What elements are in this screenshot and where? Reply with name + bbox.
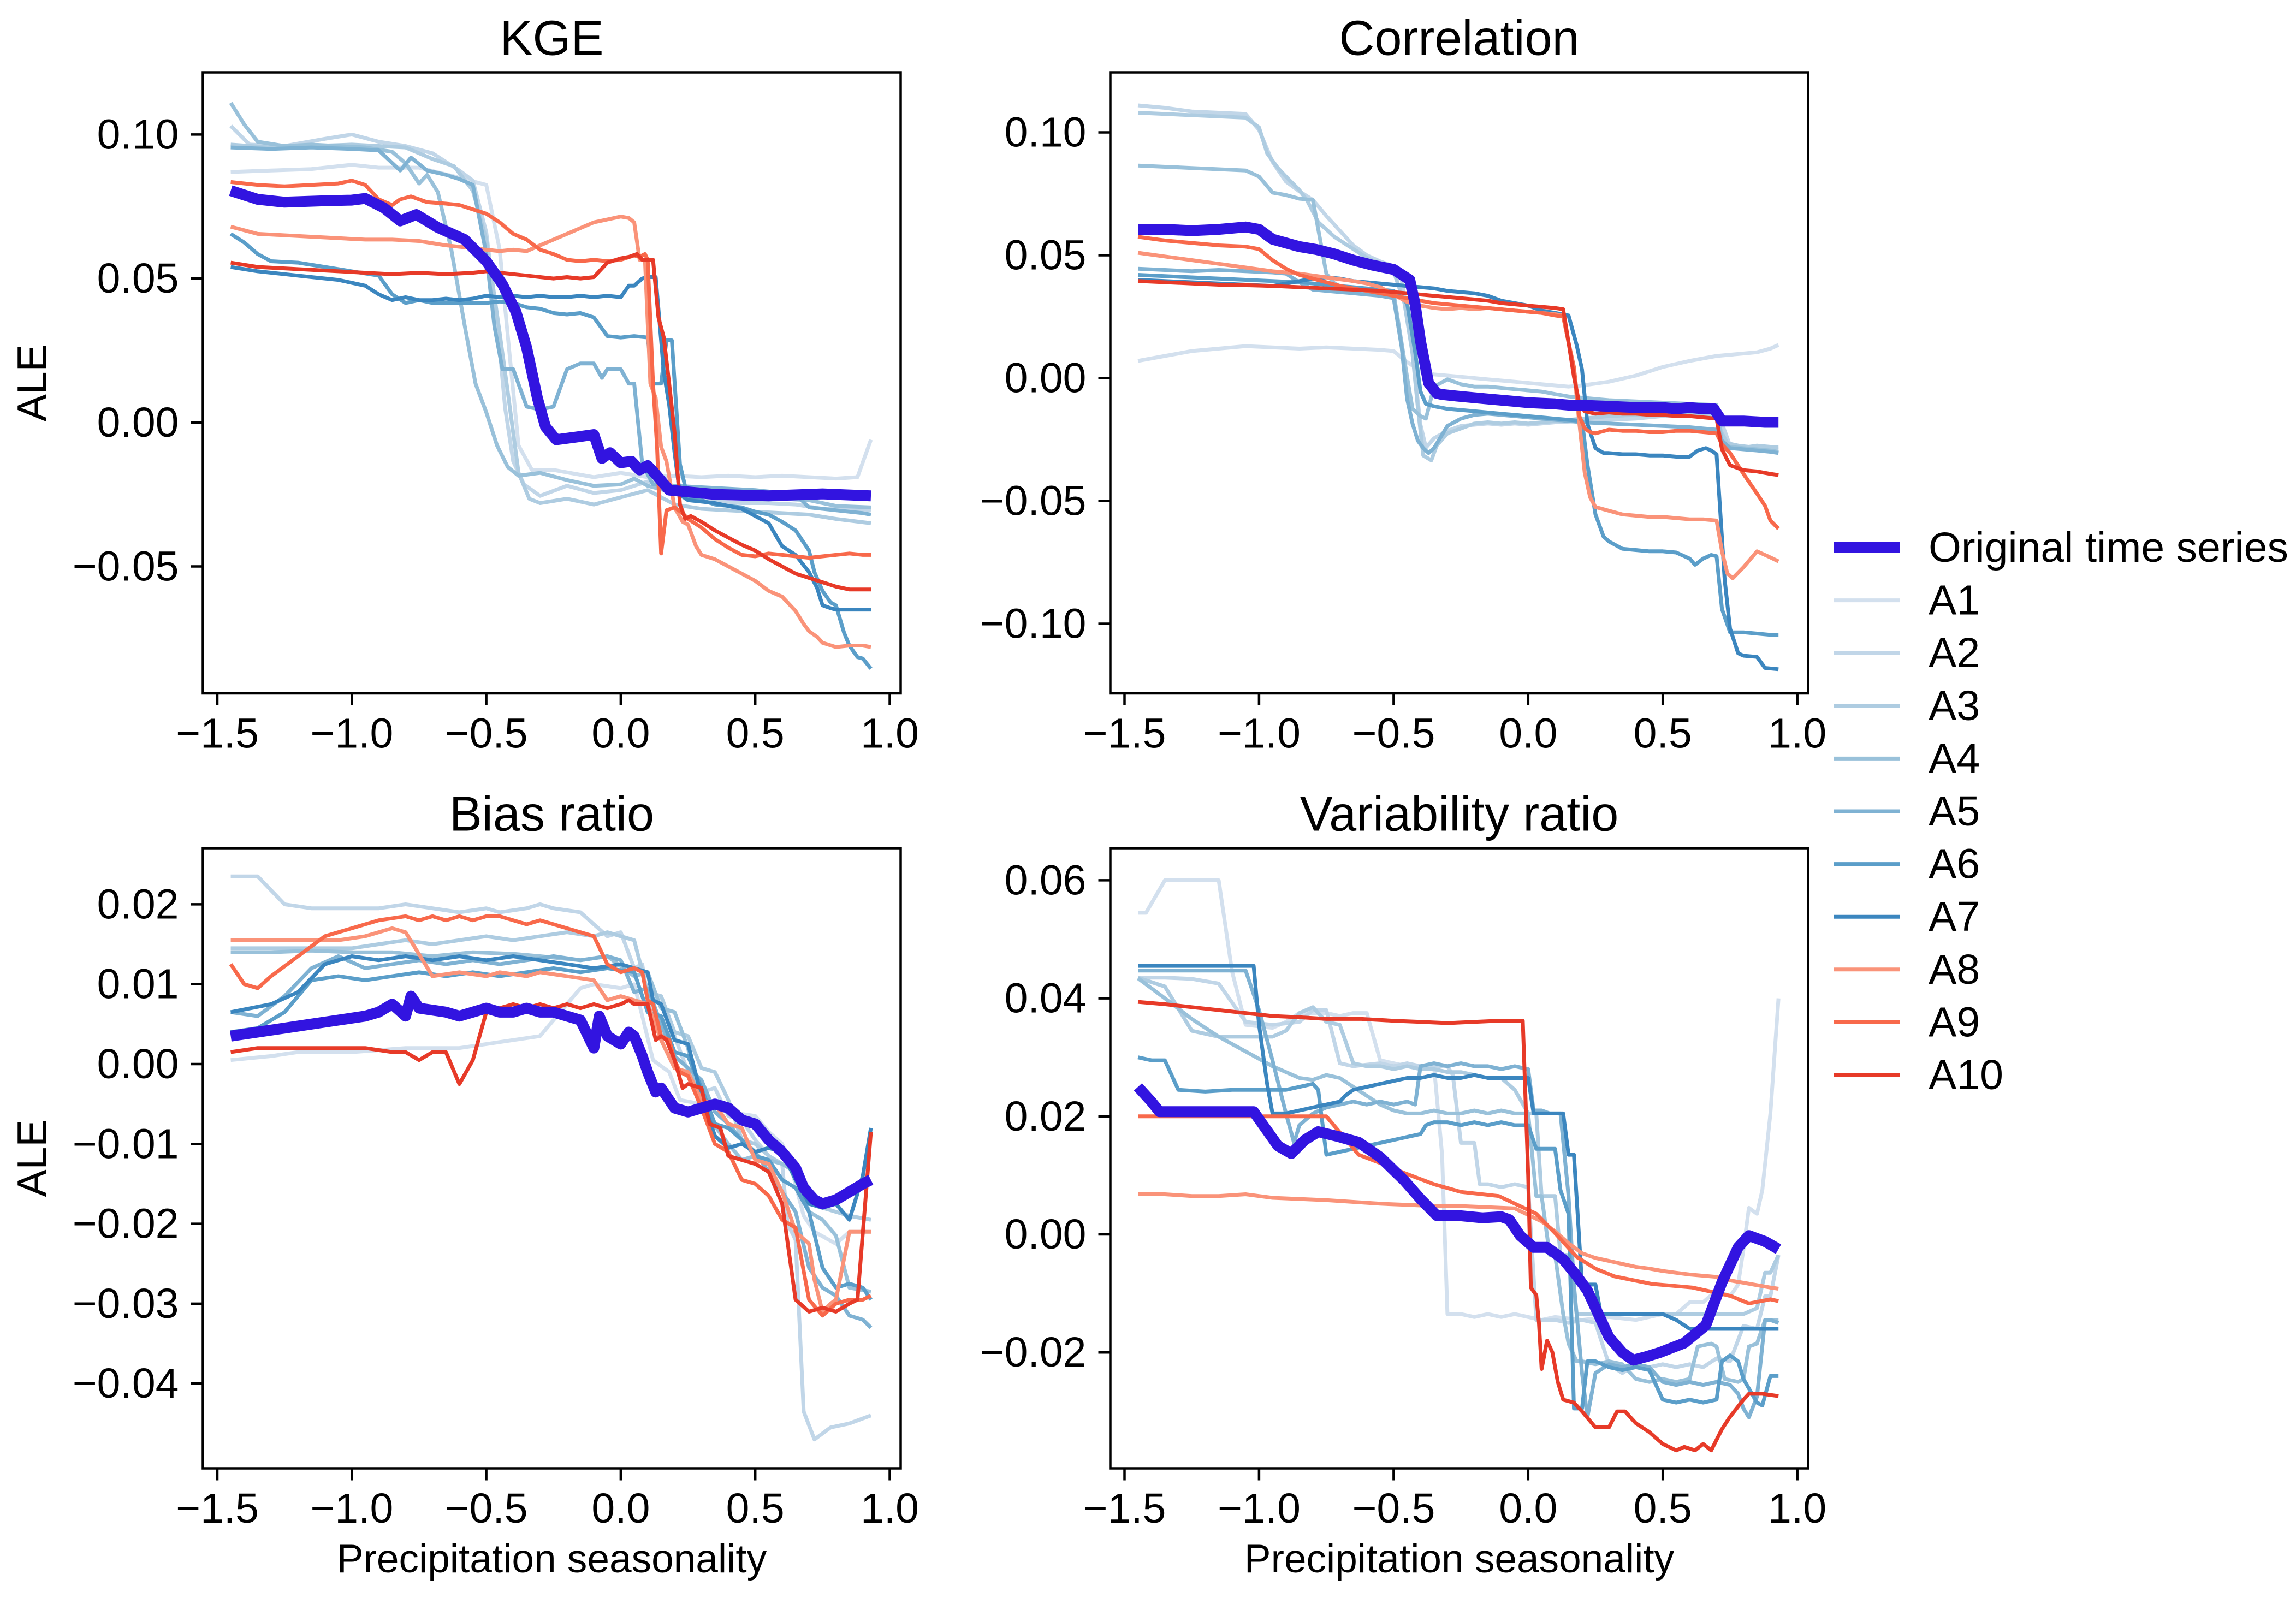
svg-text:−0.02: −0.02 [73, 1201, 179, 1247]
svg-text:0.5: 0.5 [1634, 1485, 1692, 1532]
svg-text:A5: A5 [1929, 788, 1980, 835]
svg-text:−1.0: −1.0 [1218, 1485, 1301, 1532]
svg-text:0.5: 0.5 [726, 1485, 785, 1532]
svg-text:ALE: ALE [9, 1120, 55, 1197]
svg-text:0.10: 0.10 [1005, 109, 1087, 156]
svg-text:−0.10: −0.10 [980, 601, 1087, 647]
svg-text:0.5: 0.5 [1634, 710, 1692, 757]
svg-text:0.0: 0.0 [591, 1485, 650, 1532]
svg-text:Correlation: Correlation [1339, 11, 1579, 66]
svg-text:0.5: 0.5 [726, 710, 785, 757]
svg-text:1.0: 1.0 [861, 1485, 919, 1532]
svg-text:−1.5: −1.5 [1083, 710, 1166, 757]
svg-text:0.0: 0.0 [1499, 710, 1557, 757]
svg-text:1.0: 1.0 [861, 710, 919, 757]
svg-text:−1.0: −1.0 [1218, 710, 1301, 757]
svg-text:−1.5: −1.5 [176, 710, 259, 757]
svg-text:0.06: 0.06 [1005, 857, 1087, 904]
svg-text:1.0: 1.0 [1768, 1485, 1826, 1532]
svg-text:−1.5: −1.5 [176, 1485, 259, 1532]
svg-text:−0.04: −0.04 [73, 1360, 179, 1407]
svg-text:0.04: 0.04 [1005, 975, 1087, 1022]
svg-text:1.0: 1.0 [1768, 710, 1826, 757]
svg-text:0.00: 0.00 [97, 399, 179, 446]
svg-text:Variability ratio: Variability ratio [1300, 787, 1619, 842]
svg-text:A2: A2 [1929, 629, 1980, 676]
svg-text:−0.5: −0.5 [445, 1485, 528, 1532]
svg-text:0.05: 0.05 [97, 255, 179, 302]
svg-text:−0.05: −0.05 [980, 478, 1087, 525]
svg-text:−1.0: −1.0 [310, 1485, 393, 1532]
svg-text:−0.01: −0.01 [73, 1120, 179, 1167]
svg-text:Precipitation seasonality: Precipitation seasonality [337, 1537, 767, 1581]
svg-text:−0.5: −0.5 [1352, 1485, 1435, 1532]
svg-text:0.0: 0.0 [591, 710, 650, 757]
svg-text:0.10: 0.10 [97, 111, 179, 158]
svg-text:Bias ratio: Bias ratio [449, 787, 654, 842]
svg-text:A7: A7 [1929, 893, 1980, 940]
svg-text:−0.03: −0.03 [73, 1280, 179, 1327]
svg-text:−0.05: −0.05 [73, 543, 179, 590]
svg-text:A1: A1 [1929, 577, 1980, 624]
svg-text:−1.0: −1.0 [310, 710, 393, 757]
svg-text:0.00: 0.00 [1005, 1211, 1087, 1258]
svg-text:Original time series: Original time series [1929, 524, 2288, 571]
svg-text:A9: A9 [1929, 999, 1980, 1045]
svg-text:0.00: 0.00 [97, 1041, 179, 1088]
svg-text:ALE: ALE [9, 344, 55, 421]
svg-text:Precipitation seasonality: Precipitation seasonality [1244, 1537, 1675, 1581]
svg-text:0.05: 0.05 [1005, 232, 1087, 279]
svg-text:−0.02: −0.02 [980, 1329, 1087, 1376]
svg-text:0.02: 0.02 [1005, 1093, 1087, 1140]
svg-text:0.0: 0.0 [1499, 1485, 1557, 1532]
svg-text:0.00: 0.00 [1005, 355, 1087, 402]
svg-text:−1.5: −1.5 [1083, 1485, 1166, 1532]
svg-text:A4: A4 [1929, 735, 1980, 782]
svg-text:0.02: 0.02 [97, 881, 179, 928]
svg-text:A10: A10 [1929, 1052, 2003, 1098]
svg-text:A6: A6 [1929, 841, 1980, 888]
svg-text:−0.5: −0.5 [1352, 710, 1435, 757]
svg-text:0.01: 0.01 [97, 961, 179, 1008]
svg-text:KGE: KGE [500, 11, 603, 66]
svg-text:−0.5: −0.5 [445, 710, 528, 757]
svg-text:A8: A8 [1929, 946, 1980, 993]
svg-text:A3: A3 [1929, 682, 1980, 729]
